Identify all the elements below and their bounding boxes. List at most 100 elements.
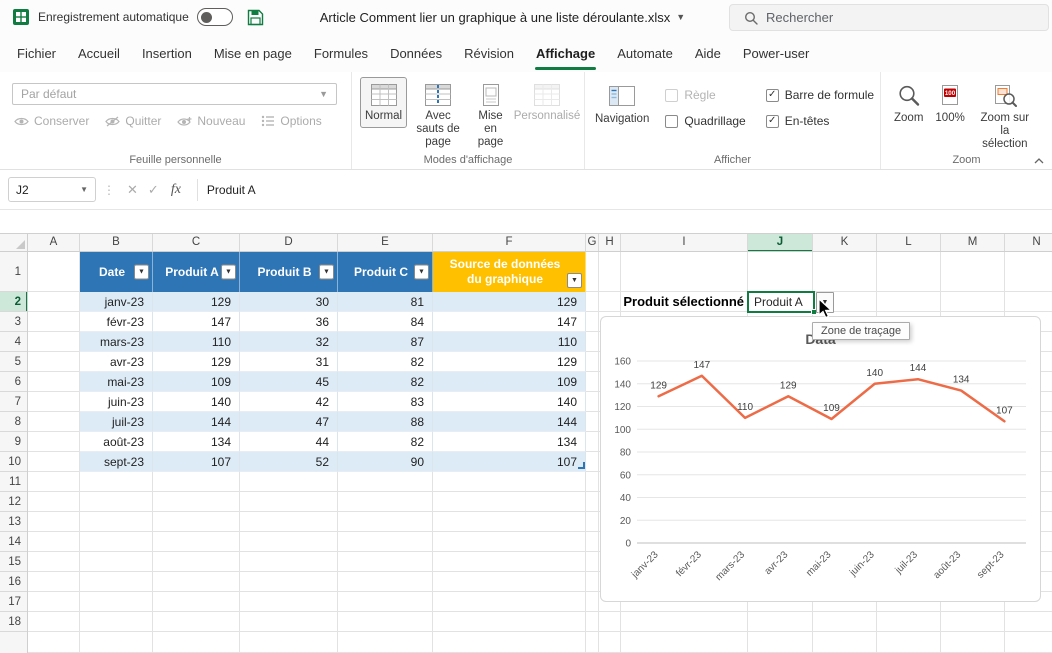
cell[interactable] (941, 252, 1005, 292)
cell[interactable] (80, 612, 153, 632)
cell[interactable] (813, 612, 877, 632)
row-header-7[interactable]: 7 (0, 392, 27, 412)
table-cell[interactable]: 36 (240, 312, 338, 332)
cell[interactable] (599, 632, 621, 653)
column-header-D[interactable]: D (240, 234, 338, 251)
table-cell[interactable]: 47 (240, 412, 338, 432)
row-header-13[interactable]: 13 (0, 512, 27, 532)
cell[interactable] (748, 612, 813, 632)
cell[interactable] (748, 252, 813, 292)
table-cell[interactable]: févr-23 (80, 312, 153, 332)
table-cell[interactable]: 44 (240, 432, 338, 452)
table-cell[interactable]: 82 (338, 372, 433, 392)
cell[interactable] (338, 512, 433, 532)
row-header-5[interactable]: 5 (0, 352, 27, 372)
ribbon-tab-mise-en-page[interactable]: Mise en page (213, 45, 292, 61)
table-cell[interactable]: 129 (153, 292, 240, 312)
search-box[interactable]: Rechercher (729, 4, 1049, 31)
cell[interactable] (338, 572, 433, 592)
ribbon-tab-donn-es[interactable]: Données (390, 45, 443, 61)
cell[interactable] (433, 532, 586, 552)
cell[interactable] (28, 572, 80, 592)
table-cell[interactable]: 107 (153, 452, 240, 472)
cell[interactable] (338, 472, 433, 492)
cell[interactable] (240, 552, 338, 572)
ribbon-tab-aide[interactable]: Aide (694, 45, 721, 61)
cell[interactable] (877, 292, 941, 312)
checkbox-barre-de-formule[interactable]: Barre de formule (765, 88, 874, 102)
row-header-4[interactable]: 4 (0, 332, 27, 352)
filter-button[interactable]: ▼ (567, 273, 582, 288)
cell[interactable] (433, 612, 586, 632)
cell[interactable] (586, 432, 599, 452)
row-header-16[interactable]: 16 (0, 572, 27, 592)
checkbox-en-tetes[interactable]: En-têtes (765, 114, 874, 128)
cell[interactable] (586, 252, 599, 292)
column-header-J[interactable]: J (748, 234, 813, 251)
cell[interactable] (433, 592, 586, 612)
cell[interactable] (80, 552, 153, 572)
column-header-N[interactable]: N (1005, 234, 1052, 251)
chart[interactable]: 0 20 40 60 80 100 120 140 160 129 147 110 129 109 140 1… (600, 316, 1041, 602)
cell[interactable] (80, 492, 153, 512)
cell[interactable] (153, 512, 240, 532)
cell[interactable] (240, 492, 338, 512)
cell[interactable] (240, 512, 338, 532)
row-header-10[interactable]: 10 (0, 452, 27, 472)
normal-view-button[interactable]: Normal (360, 77, 408, 128)
table-cell[interactable]: 144 (433, 412, 586, 432)
cell[interactable] (338, 632, 433, 653)
column-header-E[interactable]: E (338, 234, 433, 251)
cell[interactable] (28, 492, 80, 512)
cell[interactable] (586, 472, 599, 492)
column-header-G[interactable]: G (586, 234, 599, 251)
table-cell[interactable]: 83 (338, 392, 433, 412)
cell[interactable] (153, 552, 240, 572)
cell[interactable] (813, 632, 877, 653)
sheet-view-dropdown[interactable]: Par défaut ▼ (12, 83, 337, 105)
table-cell[interactable]: 81 (338, 292, 433, 312)
table-cell[interactable]: 110 (153, 332, 240, 352)
column-header-L[interactable]: L (877, 234, 941, 251)
checkbox-quadrillage[interactable]: Quadrillage (665, 114, 746, 128)
ribbon-tab-r-vision[interactable]: Révision (464, 45, 514, 61)
options-button[interactable]: Options (261, 114, 322, 128)
cell[interactable] (28, 532, 80, 552)
table-cell[interactable]: 88 (338, 412, 433, 432)
row-header-11[interactable]: 11 (0, 472, 27, 492)
checkbox-regle[interactable]: Règle (665, 88, 745, 102)
ribbon-collapse-chevron[interactable] (1034, 158, 1044, 164)
cell[interactable] (153, 592, 240, 612)
cell[interactable] (877, 252, 941, 292)
cell[interactable] (338, 492, 433, 512)
cell[interactable] (28, 292, 80, 312)
cell[interactable] (586, 312, 599, 332)
cell[interactable] (1005, 612, 1052, 632)
document-title[interactable]: Article Comment lier un graphique à une … (320, 10, 685, 25)
column-header-I[interactable]: I (621, 234, 748, 251)
cell[interactable] (586, 292, 599, 312)
column-header-A[interactable]: A (28, 234, 80, 251)
table-cell[interactable]: 129 (153, 352, 240, 372)
table-cell[interactable]: juin-23 (80, 392, 153, 412)
table-cell[interactable]: 147 (433, 312, 586, 332)
selected-cell-J2[interactable]: Produit A (747, 291, 817, 315)
cell[interactable] (941, 292, 1005, 312)
table-cell[interactable]: 129 (433, 292, 586, 312)
ribbon-tab-automate[interactable]: Automate (617, 45, 673, 61)
cell[interactable] (240, 572, 338, 592)
cell[interactable] (1005, 252, 1052, 292)
column-header-F[interactable]: F (433, 234, 586, 251)
table-cell[interactable]: 42 (240, 392, 338, 412)
table-cell[interactable]: 109 (433, 372, 586, 392)
cell[interactable] (877, 632, 941, 653)
cell[interactable] (80, 472, 153, 492)
table-cell[interactable]: 109 (153, 372, 240, 392)
cell[interactable] (877, 612, 941, 632)
cell[interactable] (28, 252, 80, 292)
cell[interactable] (586, 452, 599, 472)
table-cell[interactable]: mars-23 (80, 332, 153, 352)
filter-button[interactable]: ▼ (221, 264, 236, 280)
row-header-12[interactable]: 12 (0, 492, 27, 512)
cell[interactable] (599, 292, 621, 312)
